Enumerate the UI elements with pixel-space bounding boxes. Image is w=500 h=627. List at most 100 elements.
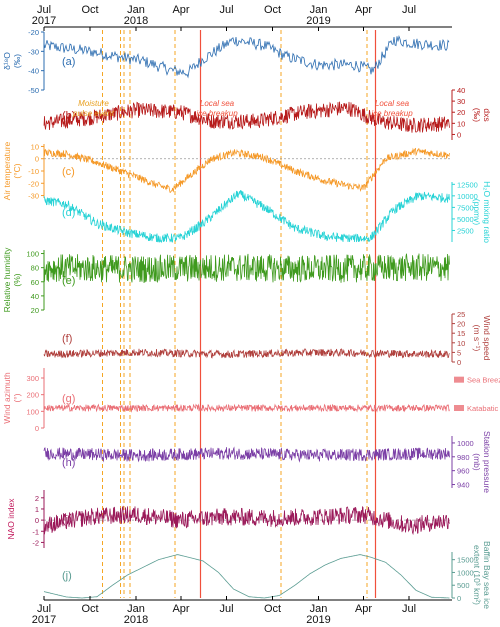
tick-label: -30 (28, 47, 39, 56)
time-tick-label: Apr (172, 603, 189, 615)
time-tick-label: Oct (81, 4, 98, 16)
time-year-label: 2017 (32, 15, 56, 27)
regime-label: Sea Breeze (467, 376, 500, 385)
panel-d: 2500 5000 7500 10000 12500 H₂O mixing ratio(p… (43, 180, 492, 244)
panel-e-series (43, 253, 450, 284)
panel-a-ylabel: δ¹⁸O(‰) (2, 52, 22, 70)
tick-label: 2 (35, 494, 39, 503)
panel-d-series (43, 190, 450, 244)
panel-j-ylabel: Baffin Bay sea iceextent (10³ km²) (472, 541, 492, 609)
panel-f-series (43, 348, 450, 359)
panel-b-ylabel: dxs(‰) (472, 108, 492, 122)
tick-label: 25 (457, 310, 465, 319)
panel-h-series (43, 446, 450, 463)
panel-c-ylabel: Air temperature(°C) (2, 141, 22, 200)
panel-e: 20 40 60 80 100 Relative humidity(%) (e) (2, 247, 450, 315)
panel-letter: (c) (62, 166, 75, 178)
tick-label: 60 (31, 278, 39, 287)
panel-a-series (43, 34, 450, 79)
annotation: Local sea ice breakup (196, 99, 238, 118)
tick-label: 1000 (457, 568, 474, 577)
panel-f-ylabel: Wind speed(m s⁻¹) (472, 316, 492, 361)
tick-label: 40 (31, 292, 39, 301)
tick-label: -50 (28, 86, 39, 95)
tick-label: 300 (26, 374, 39, 383)
panel-a: -50 -40 -30 -20 δ¹⁸O(‰) (a) (2, 28, 450, 95)
tick-label: 20 (457, 108, 465, 117)
tick-label: 2500 (457, 226, 474, 235)
panel-letter: (b) (62, 110, 75, 122)
time-tick-label: Jan (127, 4, 145, 16)
tick-label: -20 (28, 179, 39, 188)
time-tick-label: Jul (37, 4, 51, 16)
time-tick-label: Jul (219, 4, 233, 16)
tick-label: 500 (457, 581, 470, 590)
tick-label: 980 (457, 453, 470, 462)
panel-letter: (g) (62, 393, 75, 405)
tick-label: 0 (457, 358, 461, 367)
tick-label: 40 (457, 86, 465, 95)
tick-label: 10000 (457, 192, 478, 201)
tick-label: 0 (35, 516, 39, 525)
panel-g-ylabel: Wind azimuth(°) (2, 372, 22, 424)
tick-label: 960 (457, 467, 470, 476)
time-year-label: 2018 (124, 15, 148, 27)
panel-letter: (a) (62, 56, 75, 68)
panel-g: 0 100 200 300 Wind azimuth(°) (g) Sea Breeze Ka… (2, 368, 500, 433)
tick-label: -1 (32, 527, 39, 536)
tick-label: 0 (35, 424, 39, 433)
time-tick-label: Jan (310, 603, 328, 615)
time-tick-label: Apr (355, 4, 372, 16)
time-tick-label: Jul (219, 603, 233, 615)
tick-label: 20 (31, 306, 39, 315)
time-year-label: 2017 (32, 614, 56, 626)
time-tick-label: Oct (264, 603, 281, 615)
tick-label: 0 (457, 594, 461, 603)
panel-i: -2 -1 0 1 2 NAO index (i) (6, 490, 452, 548)
time-tick-label: Apr (355, 603, 372, 615)
tick-label: 5000 (457, 215, 474, 224)
tick-label: 20 (457, 320, 465, 329)
time-year-label: 2019 (306, 15, 330, 27)
time-year-label: 2018 (124, 614, 148, 626)
tick-label: 30 (457, 97, 465, 106)
tick-label: -20 (28, 28, 39, 37)
panel-letter: (h) (62, 457, 75, 469)
tick-label: 1 (35, 505, 39, 514)
panel-i-ylabel: NAO index (6, 498, 16, 540)
panel-letter: (f) (62, 333, 72, 345)
time-tick-label: Jan (127, 603, 145, 615)
panel-h-ylabel: Station pressure(mb) (472, 431, 492, 493)
tick-label: 10 (31, 142, 39, 151)
tick-label: 0 (35, 155, 39, 164)
time-tick-label: Jul (402, 4, 416, 16)
time-tick-label: Apr (172, 4, 189, 16)
panel-d-ylabel: H₂O mixing ratio(ppmv) (472, 181, 492, 243)
panel-letter: (d) (62, 207, 75, 219)
panel-letter: (j) (62, 570, 72, 582)
tick-label: 15 (457, 329, 465, 338)
tick-label: 100 (26, 250, 39, 259)
tick-label: 7500 (457, 203, 474, 212)
tick-label: -40 (28, 67, 39, 76)
tick-label: -30 (28, 192, 39, 201)
panel-letter: (e) (62, 275, 75, 287)
tick-label: 940 (457, 481, 470, 490)
tick-label: 0 (457, 130, 461, 139)
panel-b-series (43, 101, 450, 133)
time-year-label: 2019 (306, 614, 330, 626)
panel-c-series (43, 147, 450, 193)
panel-e-ylabel: Relative humidity(%) (2, 247, 22, 312)
tick-label: 1000 (457, 439, 474, 448)
time-tick-label: Jan (310, 4, 328, 16)
regime-marker (454, 405, 464, 411)
panel-j-series (43, 554, 450, 599)
tick-label: -10 (28, 167, 39, 176)
annotation: Moisture pulse event (72, 99, 115, 118)
annotation: Local sea ice breakup (371, 99, 413, 118)
regime-marker (454, 376, 464, 383)
panel-i-series (43, 505, 450, 536)
